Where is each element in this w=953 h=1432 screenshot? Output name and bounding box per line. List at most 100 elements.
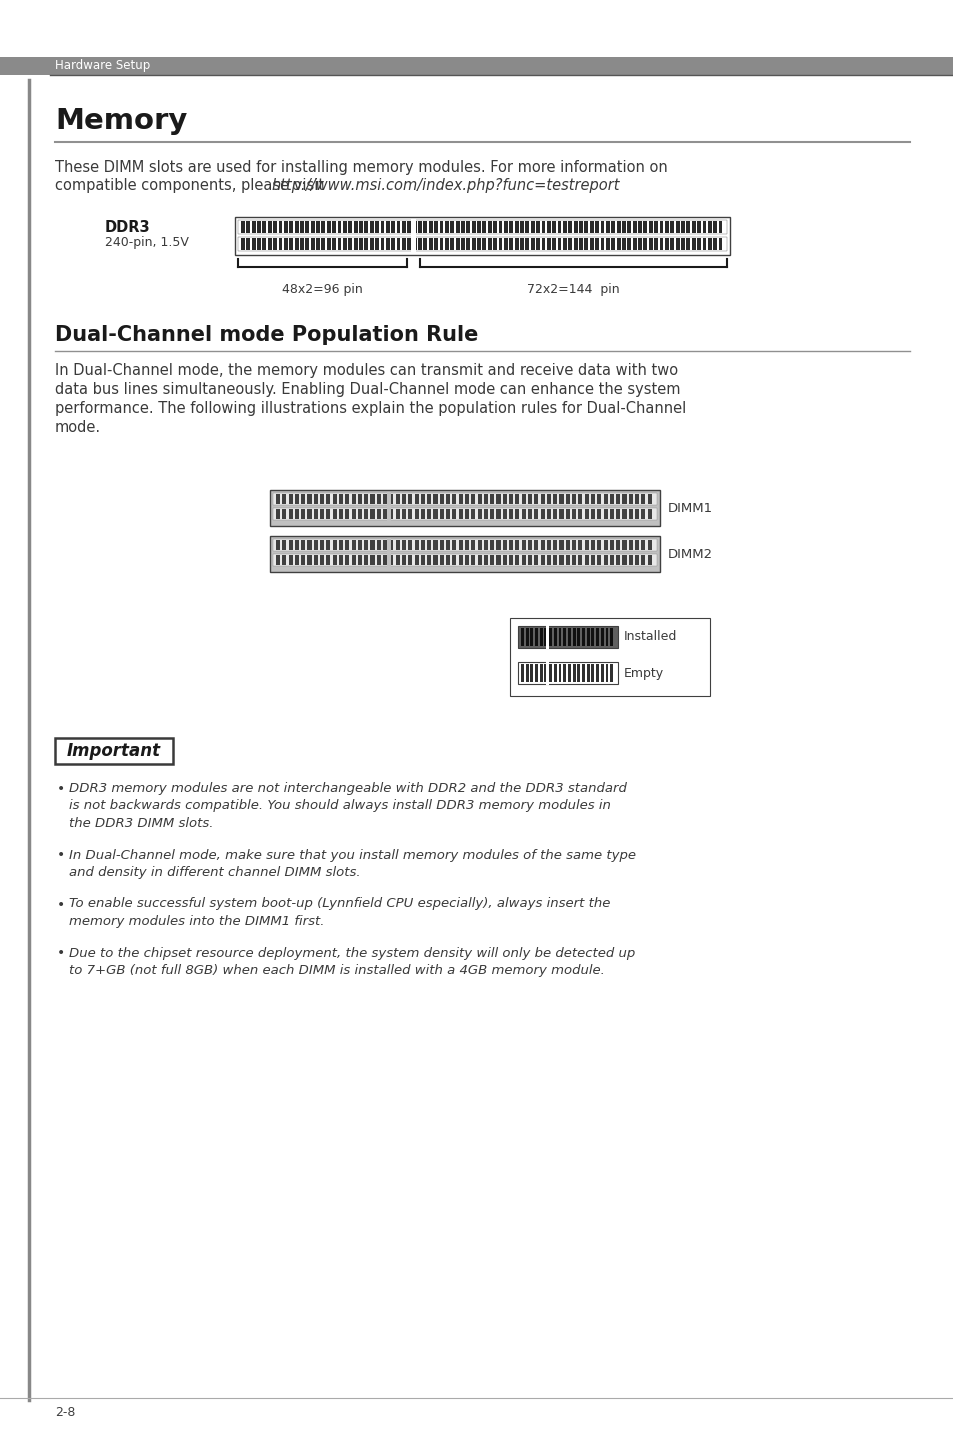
Bar xyxy=(471,556,475,566)
Bar xyxy=(611,221,615,233)
Bar xyxy=(429,221,433,233)
Bar xyxy=(675,238,679,251)
Bar xyxy=(338,508,343,518)
Bar xyxy=(643,238,647,251)
Text: DDR3 memory modules are not interchangeable with DDR2 and the DDR3 standard: DDR3 memory modules are not interchangea… xyxy=(69,782,626,795)
Bar xyxy=(289,556,293,566)
Bar xyxy=(597,540,600,550)
Bar xyxy=(396,221,400,233)
Bar xyxy=(380,221,384,233)
Bar xyxy=(520,629,523,646)
Bar xyxy=(496,494,500,504)
Bar xyxy=(237,238,726,251)
Bar xyxy=(697,238,700,251)
Bar xyxy=(509,556,513,566)
Bar xyxy=(333,494,336,504)
Bar xyxy=(401,556,406,566)
Bar xyxy=(294,494,298,504)
Bar xyxy=(691,238,695,251)
Bar xyxy=(327,221,331,233)
Bar xyxy=(452,508,456,518)
Bar xyxy=(387,553,391,567)
Bar xyxy=(664,221,668,233)
Bar xyxy=(622,494,626,504)
Bar xyxy=(572,540,576,550)
Bar xyxy=(490,556,494,566)
Bar xyxy=(376,556,380,566)
Bar xyxy=(562,629,565,646)
Bar xyxy=(562,221,566,233)
Bar xyxy=(565,508,569,518)
Bar xyxy=(549,629,552,646)
Bar xyxy=(509,494,513,504)
Bar xyxy=(294,221,298,233)
Bar xyxy=(648,238,652,251)
Bar xyxy=(364,556,368,566)
Bar xyxy=(525,629,528,646)
Bar xyxy=(241,221,245,233)
Bar xyxy=(577,664,579,682)
Bar xyxy=(546,221,550,233)
Bar xyxy=(502,540,506,550)
Bar xyxy=(433,556,437,566)
Bar xyxy=(476,238,480,251)
Bar xyxy=(275,556,280,566)
Bar xyxy=(498,238,502,251)
Bar xyxy=(307,540,312,550)
Bar xyxy=(616,556,619,566)
Bar xyxy=(584,508,588,518)
Bar xyxy=(605,221,609,233)
Bar xyxy=(278,238,282,251)
Text: DIMM2: DIMM2 xyxy=(667,547,713,560)
Bar xyxy=(471,540,475,550)
Bar xyxy=(268,221,272,233)
Bar xyxy=(460,238,464,251)
Bar xyxy=(237,221,726,233)
Bar xyxy=(553,540,557,550)
Bar xyxy=(358,221,362,233)
Bar xyxy=(573,221,577,233)
Text: In Dual-Channel mode, the memory modules can transmit and receive data with two: In Dual-Channel mode, the memory modules… xyxy=(55,362,678,378)
Bar xyxy=(483,494,488,504)
Bar xyxy=(401,494,406,504)
Bar xyxy=(275,508,280,518)
Bar xyxy=(395,556,399,566)
Bar xyxy=(483,540,488,550)
Bar xyxy=(558,629,560,646)
Text: 48x2=96 pin: 48x2=96 pin xyxy=(282,284,362,296)
Bar xyxy=(622,556,626,566)
Bar xyxy=(446,540,450,550)
Bar xyxy=(536,221,539,233)
Bar xyxy=(458,540,462,550)
Bar xyxy=(273,538,657,551)
Bar xyxy=(627,238,631,251)
Text: data bus lines simultaneously. Enabling Dual-Channel mode can enhance the system: data bus lines simultaneously. Enabling … xyxy=(55,382,679,397)
Bar xyxy=(305,238,309,251)
Bar xyxy=(364,221,368,233)
Bar xyxy=(370,238,374,251)
Bar xyxy=(343,238,347,251)
Bar xyxy=(493,238,497,251)
Bar xyxy=(413,238,416,251)
Bar xyxy=(270,490,659,526)
Bar xyxy=(540,494,544,504)
Bar xyxy=(301,540,305,550)
Bar xyxy=(307,556,312,566)
Bar xyxy=(282,556,286,566)
Bar xyxy=(640,540,645,550)
Bar xyxy=(670,238,674,251)
Bar xyxy=(338,540,343,550)
Text: Important: Important xyxy=(67,742,161,760)
Bar xyxy=(521,494,525,504)
Bar xyxy=(446,494,450,504)
Bar xyxy=(477,540,481,550)
Bar xyxy=(635,540,639,550)
Bar xyxy=(584,556,588,566)
Bar xyxy=(411,219,416,235)
Bar xyxy=(596,629,598,646)
Bar xyxy=(521,556,525,566)
Bar xyxy=(558,540,563,550)
Bar xyxy=(609,508,614,518)
Bar xyxy=(420,508,424,518)
Bar xyxy=(558,556,563,566)
